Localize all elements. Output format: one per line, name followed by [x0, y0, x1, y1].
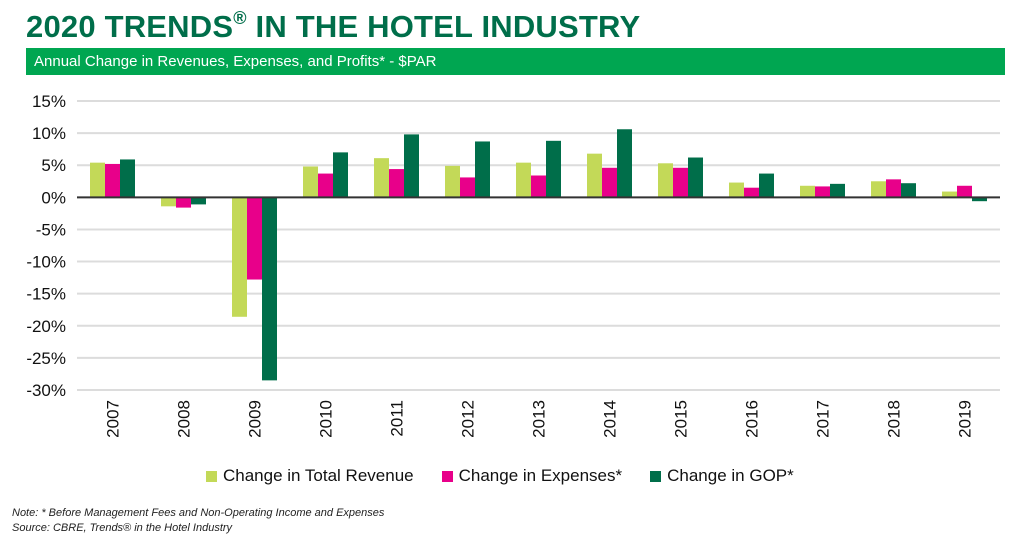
bar-2019-2: [972, 197, 987, 202]
title-text-rest: IN THE HOTEL INDUSTRY: [246, 9, 641, 44]
subtitle-banner: Annual Change in Revenues, Expenses, and…: [26, 48, 1005, 75]
y-tick-label: 5%: [41, 156, 66, 175]
y-tick-label: 15%: [32, 92, 66, 111]
x-tick-label: 2012: [459, 400, 478, 438]
bar-2008-1: [176, 197, 191, 208]
legend-label: Change in Expenses*: [458, 466, 623, 485]
bar-2016-0: [729, 182, 744, 198]
bar-2012-1: [460, 177, 475, 198]
bar-2008-0: [161, 197, 176, 207]
bar-2014-2: [617, 129, 632, 198]
bar-2018-2: [901, 183, 916, 198]
bar-2010-0: [303, 166, 318, 198]
bar-2015-2: [688, 157, 703, 198]
x-tick-label: 2011: [388, 400, 407, 437]
bar-2007-1: [105, 163, 120, 198]
legend-label: Change in GOP*: [667, 466, 794, 485]
bar-2011-1: [389, 169, 404, 198]
bar-2010-2: [333, 152, 348, 198]
y-tick-label: -5%: [36, 220, 66, 239]
y-tick-label: -20%: [26, 317, 66, 336]
legend-item-gop: Change in GOP*: [650, 466, 794, 486]
bar-2009-2: [262, 197, 277, 381]
x-tick-label: 2009: [246, 400, 265, 438]
x-tick-label: 2010: [317, 400, 336, 438]
bar-2019-1: [957, 185, 972, 198]
bar-2018-1: [886, 179, 901, 198]
bar-2016-2: [759, 173, 774, 198]
bar-2016-1: [744, 187, 759, 198]
registered-mark: ®: [233, 8, 247, 28]
bar-2012-0: [445, 165, 460, 198]
x-tick-label: 2018: [885, 400, 904, 438]
legend: Change in Total Revenue Change in Expens…: [206, 466, 794, 486]
bar-2013-1: [531, 175, 546, 198]
y-tick-label: -30%: [26, 381, 66, 400]
bar-2012-2: [475, 141, 490, 198]
x-tick-label: 2015: [672, 400, 691, 438]
x-tick-label: 2007: [104, 400, 123, 438]
y-tick-label: -15%: [26, 285, 66, 304]
page-title: 2020 TRENDS® IN THE HOTEL INDUSTRY: [26, 8, 640, 45]
legend-swatch: [441, 470, 453, 482]
y-tick-label: -10%: [26, 253, 66, 272]
footnotes: Note: * Before Management Fees and Non-O…: [12, 506, 384, 536]
bar-2011-2: [404, 134, 419, 198]
bar-2010-1: [318, 173, 333, 198]
legend-swatch: [206, 470, 217, 482]
bar-2014-1: [602, 167, 617, 198]
y-tick-label: -25%: [26, 349, 66, 368]
bar-2013-2: [546, 140, 561, 198]
title-text: 2020 TRENDS: [26, 9, 234, 44]
bar-2015-0: [658, 163, 673, 198]
x-tick-label: 2016: [743, 400, 762, 438]
bar-2015-1: [673, 167, 688, 198]
bar-2017-1: [815, 186, 830, 198]
legend-item-revenue: Change in Total Revenue: [206, 466, 414, 486]
legend-swatch: [650, 470, 662, 482]
x-tick-label: 2008: [175, 400, 194, 438]
bar-2018-0: [871, 181, 886, 198]
legend-label: Change in Total Revenue: [223, 466, 414, 485]
bar-2014-0: [587, 153, 602, 198]
bar-2017-2: [830, 183, 845, 198]
legend-item-expenses: Change in Expenses*: [441, 466, 623, 486]
bar-2009-0: [232, 197, 247, 317]
x-tick-label: 2017: [814, 400, 833, 438]
source-text: Source: CBRE, Trends® in the Hotel Indus…: [12, 522, 233, 534]
bar-2017-0: [800, 185, 815, 198]
bar-2019-0: [942, 191, 957, 198]
x-tick-label: 2013: [530, 400, 549, 438]
bar-2011-0: [374, 158, 389, 198]
x-tick-label: 2019: [956, 400, 975, 438]
y-tick-label: 0%: [41, 188, 66, 207]
y-tick-label: 10%: [32, 124, 66, 143]
bar-2013-0: [516, 162, 531, 198]
bar-2009-1: [247, 197, 262, 280]
bar-2007-2: [120, 159, 135, 198]
bar-2008-2: [191, 197, 206, 205]
note-text: Note: * Before Management Fees and Non-O…: [12, 507, 385, 519]
x-tick-label: 2014: [601, 400, 620, 438]
bar-2007-0: [90, 162, 105, 198]
